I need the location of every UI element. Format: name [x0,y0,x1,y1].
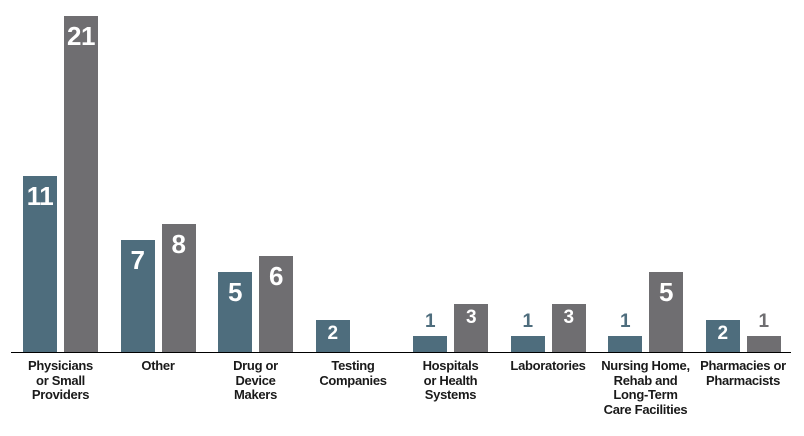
bar-laboratories-teal [510,336,545,352]
bar-laboratories-gray: 3 [551,304,586,352]
value-label-laboratories-gray: 3 [563,307,574,328]
value-label-pharmacies-or-teal: 2 [717,323,728,344]
value-label-laboratories-teal: 1 [522,311,533,332]
x-axis-line [11,352,791,353]
bar-hospitals-teal [413,336,447,352]
bar-drug-or-teal: 5 [218,272,252,352]
value-label-drug-or-teal: 5 [228,277,242,307]
bar-drug-or-gray: 6 [259,256,293,352]
value-label-drug-or-gray: 6 [269,261,283,291]
bar-other-teal: 7 [120,240,155,352]
value-label-other-gray: 8 [171,229,186,259]
category-label-other: Other [141,358,175,373]
bar-pharmacies-or-teal: 2 [705,320,740,352]
bar-pharmacies-or-gray [746,336,781,352]
value-label-other-teal: 7 [130,245,145,275]
bar-physicians-gray: 21 [64,16,98,352]
category-label-testing: Testing Companies [319,358,387,388]
value-label-hospitals-teal: 1 [424,311,436,332]
category-label-laboratories: Laboratories [510,358,586,373]
category-label-hospitals: Hospitals or Health Systems [422,358,479,402]
value-label-physicians-gray: 21 [67,21,95,51]
value-label-testing-teal: 2 [327,323,338,344]
category-label-pharmacies-or: Pharmacies or Pharmacists [700,358,786,388]
category-label-physicians: Physicians or Small Providers [28,358,93,402]
bar-other-gray: 8 [161,224,196,352]
bar-testing-teal: 2 [315,320,350,352]
bar-hospitals-gray: 3 [454,304,488,352]
value-label-physicians-teal: 11 [26,181,54,211]
value-label-nursing-home-teal: 1 [619,311,631,332]
category-label-drug-or: Drug or Device Makers [233,358,278,402]
value-label-hospitals-gray: 3 [465,307,477,328]
value-label-nursing-home-gray: 5 [659,277,673,307]
value-label-pharmacies-or-gray: 1 [758,311,769,332]
bar-nursing-home-gray: 5 [649,272,683,352]
category-label-nursing-home: Nursing Home, Rehab and Long-Term Care F… [601,358,690,417]
bar-physicians-teal: 11 [23,176,57,352]
bar-nursing-home-teal [608,336,642,352]
